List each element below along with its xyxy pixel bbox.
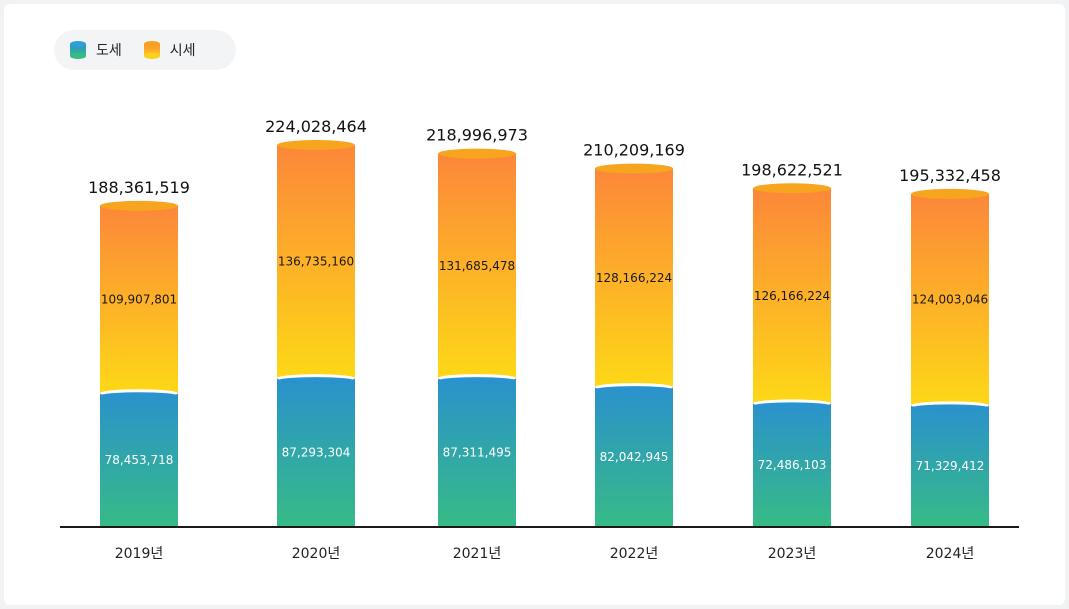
bar-top-cap xyxy=(595,163,673,174)
label-sise-2021년: 131,685,478 xyxy=(439,259,515,273)
label-dose-2020년: 87,293,304 xyxy=(282,446,351,460)
x-tick-2023년: 2023년 xyxy=(768,546,817,562)
legend-item-sise: 시세 xyxy=(142,40,196,60)
label-total-2024년: 195,332,458 xyxy=(899,166,1001,185)
bar-top-cap xyxy=(911,188,989,199)
x-tick-2024년: 2024년 xyxy=(926,546,975,562)
bar-sise-2019년 xyxy=(100,205,178,394)
label-total-2020년: 224,028,464 xyxy=(265,117,367,136)
legend-label-sise: 시세 xyxy=(169,43,196,59)
label-total-2023년: 198,622,521 xyxy=(741,160,843,179)
cylinder-icon-sise xyxy=(143,41,160,59)
label-dose-2022년: 82,042,945 xyxy=(600,450,669,464)
bar-dose-2024년 xyxy=(911,405,989,527)
label-sise-2024년: 124,003,046 xyxy=(912,293,988,307)
label-sise-2023년: 126,166,224 xyxy=(754,289,830,303)
bar-sise-2023년 xyxy=(753,188,831,404)
x-tick-2019년: 2019년 xyxy=(115,546,164,562)
chart-card xyxy=(4,4,1065,605)
label-dose-2021년: 87,311,495 xyxy=(443,446,512,460)
x-tick-2021년: 2021년 xyxy=(453,546,502,562)
label-total-2021년: 218,996,973 xyxy=(426,126,528,145)
segment-cap-dose xyxy=(100,392,178,400)
legend-item-dose: 도세 xyxy=(68,40,122,60)
bar-dose-2019년 xyxy=(100,393,178,527)
segment-cap-dose xyxy=(911,404,989,412)
bar-top-cap xyxy=(100,200,178,211)
label-sise-2020년: 136,735,160 xyxy=(278,255,354,269)
bar-sise-2020년 xyxy=(277,145,355,379)
label-dose-2024년: 71,329,412 xyxy=(916,459,985,473)
bar-top-cap xyxy=(753,183,831,194)
x-tick-2022년: 2022년 xyxy=(610,546,659,562)
bar-dose-2021년 xyxy=(438,378,516,527)
x-tick-2020년: 2020년 xyxy=(292,546,341,562)
label-dose-2019년: 78,453,718 xyxy=(105,453,174,467)
label-dose-2023년: 72,486,103 xyxy=(758,458,827,472)
segment-cap-dose xyxy=(277,377,355,385)
bar-top-cap xyxy=(438,148,516,159)
bar-dose-2022년 xyxy=(595,387,673,527)
label-total-2022년: 210,209,169 xyxy=(583,141,685,160)
bar-dose-2020년 xyxy=(277,378,355,527)
bar-sise-2021년 xyxy=(438,153,516,379)
bar-top-cap xyxy=(277,140,355,150)
label-total-2019년: 188,361,519 xyxy=(88,178,190,197)
legend-label-dose: 도세 xyxy=(96,43,122,59)
cylinder-icon-dose xyxy=(70,41,86,59)
bar-sise-2024년 xyxy=(911,193,989,406)
bar-dose-2023년 xyxy=(753,403,831,527)
label-sise-2022년: 128,166,224 xyxy=(596,271,672,285)
segment-cap-dose xyxy=(595,386,673,394)
bar-sise-2022년 xyxy=(595,168,673,388)
segment-cap-dose xyxy=(753,402,831,410)
legend: 도세 시세 xyxy=(54,30,236,70)
label-sise-2019년: 109,907,801 xyxy=(101,293,177,307)
segment-cap-dose xyxy=(438,377,516,385)
